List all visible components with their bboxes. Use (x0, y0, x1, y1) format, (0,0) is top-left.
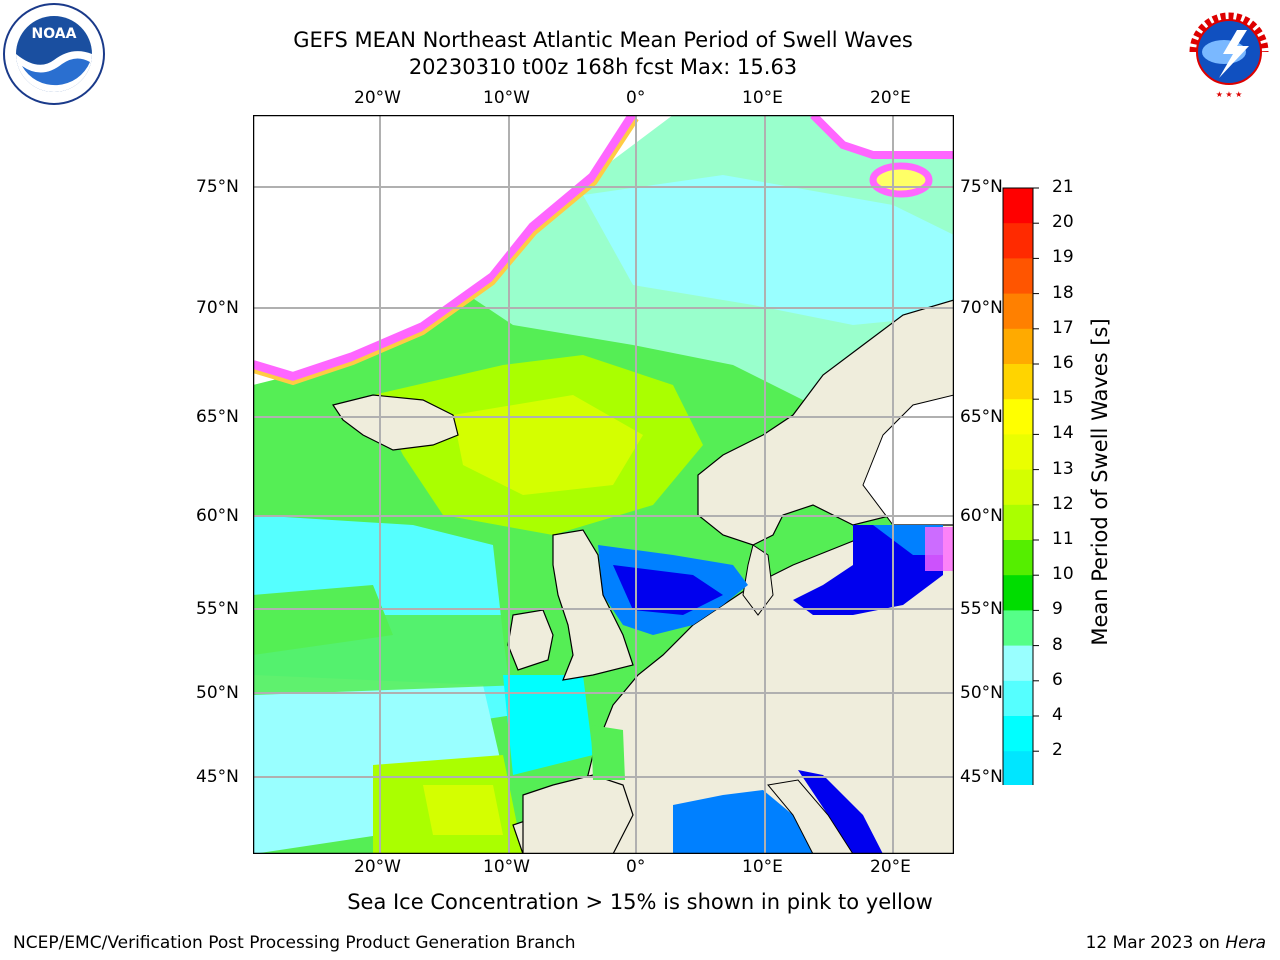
map-subtitle: 20230310 t00z 168h fcst Max: 15.63 (408, 55, 798, 79)
colorbar-segment (1003, 293, 1033, 330)
lat-label-left: 50°N (196, 683, 239, 703)
colorbar-tick-label: 18 (1052, 282, 1074, 303)
map-frame (253, 115, 954, 854)
colorbar (1002, 187, 1039, 785)
lon-label-bottom: 10°W (483, 857, 530, 877)
lon-label-bottom: 0° (626, 857, 646, 877)
lon-label-bottom: 20°W (354, 857, 401, 877)
map-title: GEFS MEAN Northeast Atlantic Mean Period… (293, 28, 913, 52)
lon-label-top: 10°W (483, 88, 530, 108)
lat-label-right: 75°N (960, 177, 1003, 197)
iberia (522, 774, 634, 854)
colorbar-tick-label: 14 (1052, 423, 1074, 444)
swell-period-map (253, 115, 954, 854)
colorbar-tick-label: 16 (1052, 353, 1074, 373)
lon-label-top: 10°E (742, 88, 783, 108)
lon-label-top: 20°E (870, 88, 911, 108)
colorbar-segment (1003, 434, 1033, 471)
lat-label-left: 70°N (196, 298, 239, 318)
graticule (253, 115, 954, 854)
sea-ice-note: Sea Ice Concentration > 15% is shown in … (347, 890, 933, 914)
colorbar-tick-label: 11 (1052, 529, 1074, 549)
footer-date-text: 12 Mar 2023 on (1085, 933, 1226, 953)
colorbar-tick-label: 2 (1052, 740, 1063, 761)
colorbar-segment (1003, 751, 1033, 785)
colorbar-segment (1003, 645, 1033, 682)
nws-logo: ★ ★ ★ (1181, 4, 1277, 100)
colorbar-segment (1003, 399, 1033, 435)
footer-organization: NCEP/EMC/Verification Post Processing Pr… (13, 933, 576, 953)
colorbar-segment (1003, 540, 1033, 576)
lon-label-top: 20°W (354, 88, 401, 108)
lat-label-right: 45°N (960, 767, 1003, 787)
iceland (332, 394, 459, 451)
colorbar-tick-label: 17 (1052, 317, 1074, 338)
lat-label-right: 50°N (960, 683, 1003, 703)
colorbar-tick-label: 15 (1052, 388, 1074, 409)
lat-label-right: 70°N (960, 298, 1003, 318)
lat-label-left: 75°N (196, 177, 239, 197)
footer-machine: Hera (1225, 933, 1266, 953)
ireland (507, 609, 554, 671)
mediterranean (673, 790, 813, 854)
footer-date: 12 Mar 2023 on Hera (1086, 933, 1266, 953)
great-britain (552, 529, 634, 681)
lon-label-top: 0° (626, 88, 646, 108)
lat-label-right: 55°N (960, 599, 1003, 619)
colorbar-tick-label: 19 (1052, 247, 1074, 268)
colorbar-segment (1003, 328, 1033, 365)
colorbar-tick-label: 21 (1052, 177, 1074, 197)
colorbar-segment (1003, 504, 1033, 541)
greenland-ice (253, 115, 673, 385)
lat-label-left: 45°N (196, 767, 239, 787)
svg-text:★ ★ ★: ★ ★ ★ (1216, 90, 1243, 99)
lat-label-left: 60°N (196, 506, 239, 526)
colorbar-tick-label: 6 (1052, 669, 1063, 690)
colorbar-tick-label: 13 (1052, 458, 1074, 479)
noaa-logo: NOAA (3, 3, 105, 105)
lon-label-bottom: 20°E (870, 857, 911, 877)
colorbar-tick-label: 10 (1052, 564, 1074, 585)
colorbar-segment (1003, 469, 1033, 506)
noaa-logo-text: NOAA (32, 26, 77, 42)
lat-label-right: 65°N (960, 407, 1003, 427)
colorbar-segment (1003, 716, 1033, 752)
colorbar-tick-label: 8 (1052, 634, 1063, 655)
colorbar-segment (1003, 364, 1033, 400)
colorbar-segment (1003, 223, 1033, 259)
colorbar-tick-label: 12 (1052, 493, 1074, 514)
lon-label-bottom: 10°E (742, 857, 783, 877)
lat-label-left: 65°N (196, 407, 239, 427)
colorbar-tick-label: 9 (1052, 599, 1063, 620)
colorbar-segment (1003, 188, 1033, 224)
colorbar-label: Mean Period of Swell Waves [s] (1088, 318, 1112, 646)
colorbar-tick-label: 20 (1052, 212, 1074, 233)
colorbar-tick-label: 4 (1052, 705, 1063, 725)
colorbar-segment (1003, 680, 1033, 717)
colorbar-segment (1003, 610, 1033, 647)
lat-label-left: 55°N (196, 599, 239, 619)
colorbar-segment (1003, 258, 1033, 295)
colorbar-segment (1003, 575, 1033, 611)
lat-label-right: 60°N (960, 506, 1003, 526)
